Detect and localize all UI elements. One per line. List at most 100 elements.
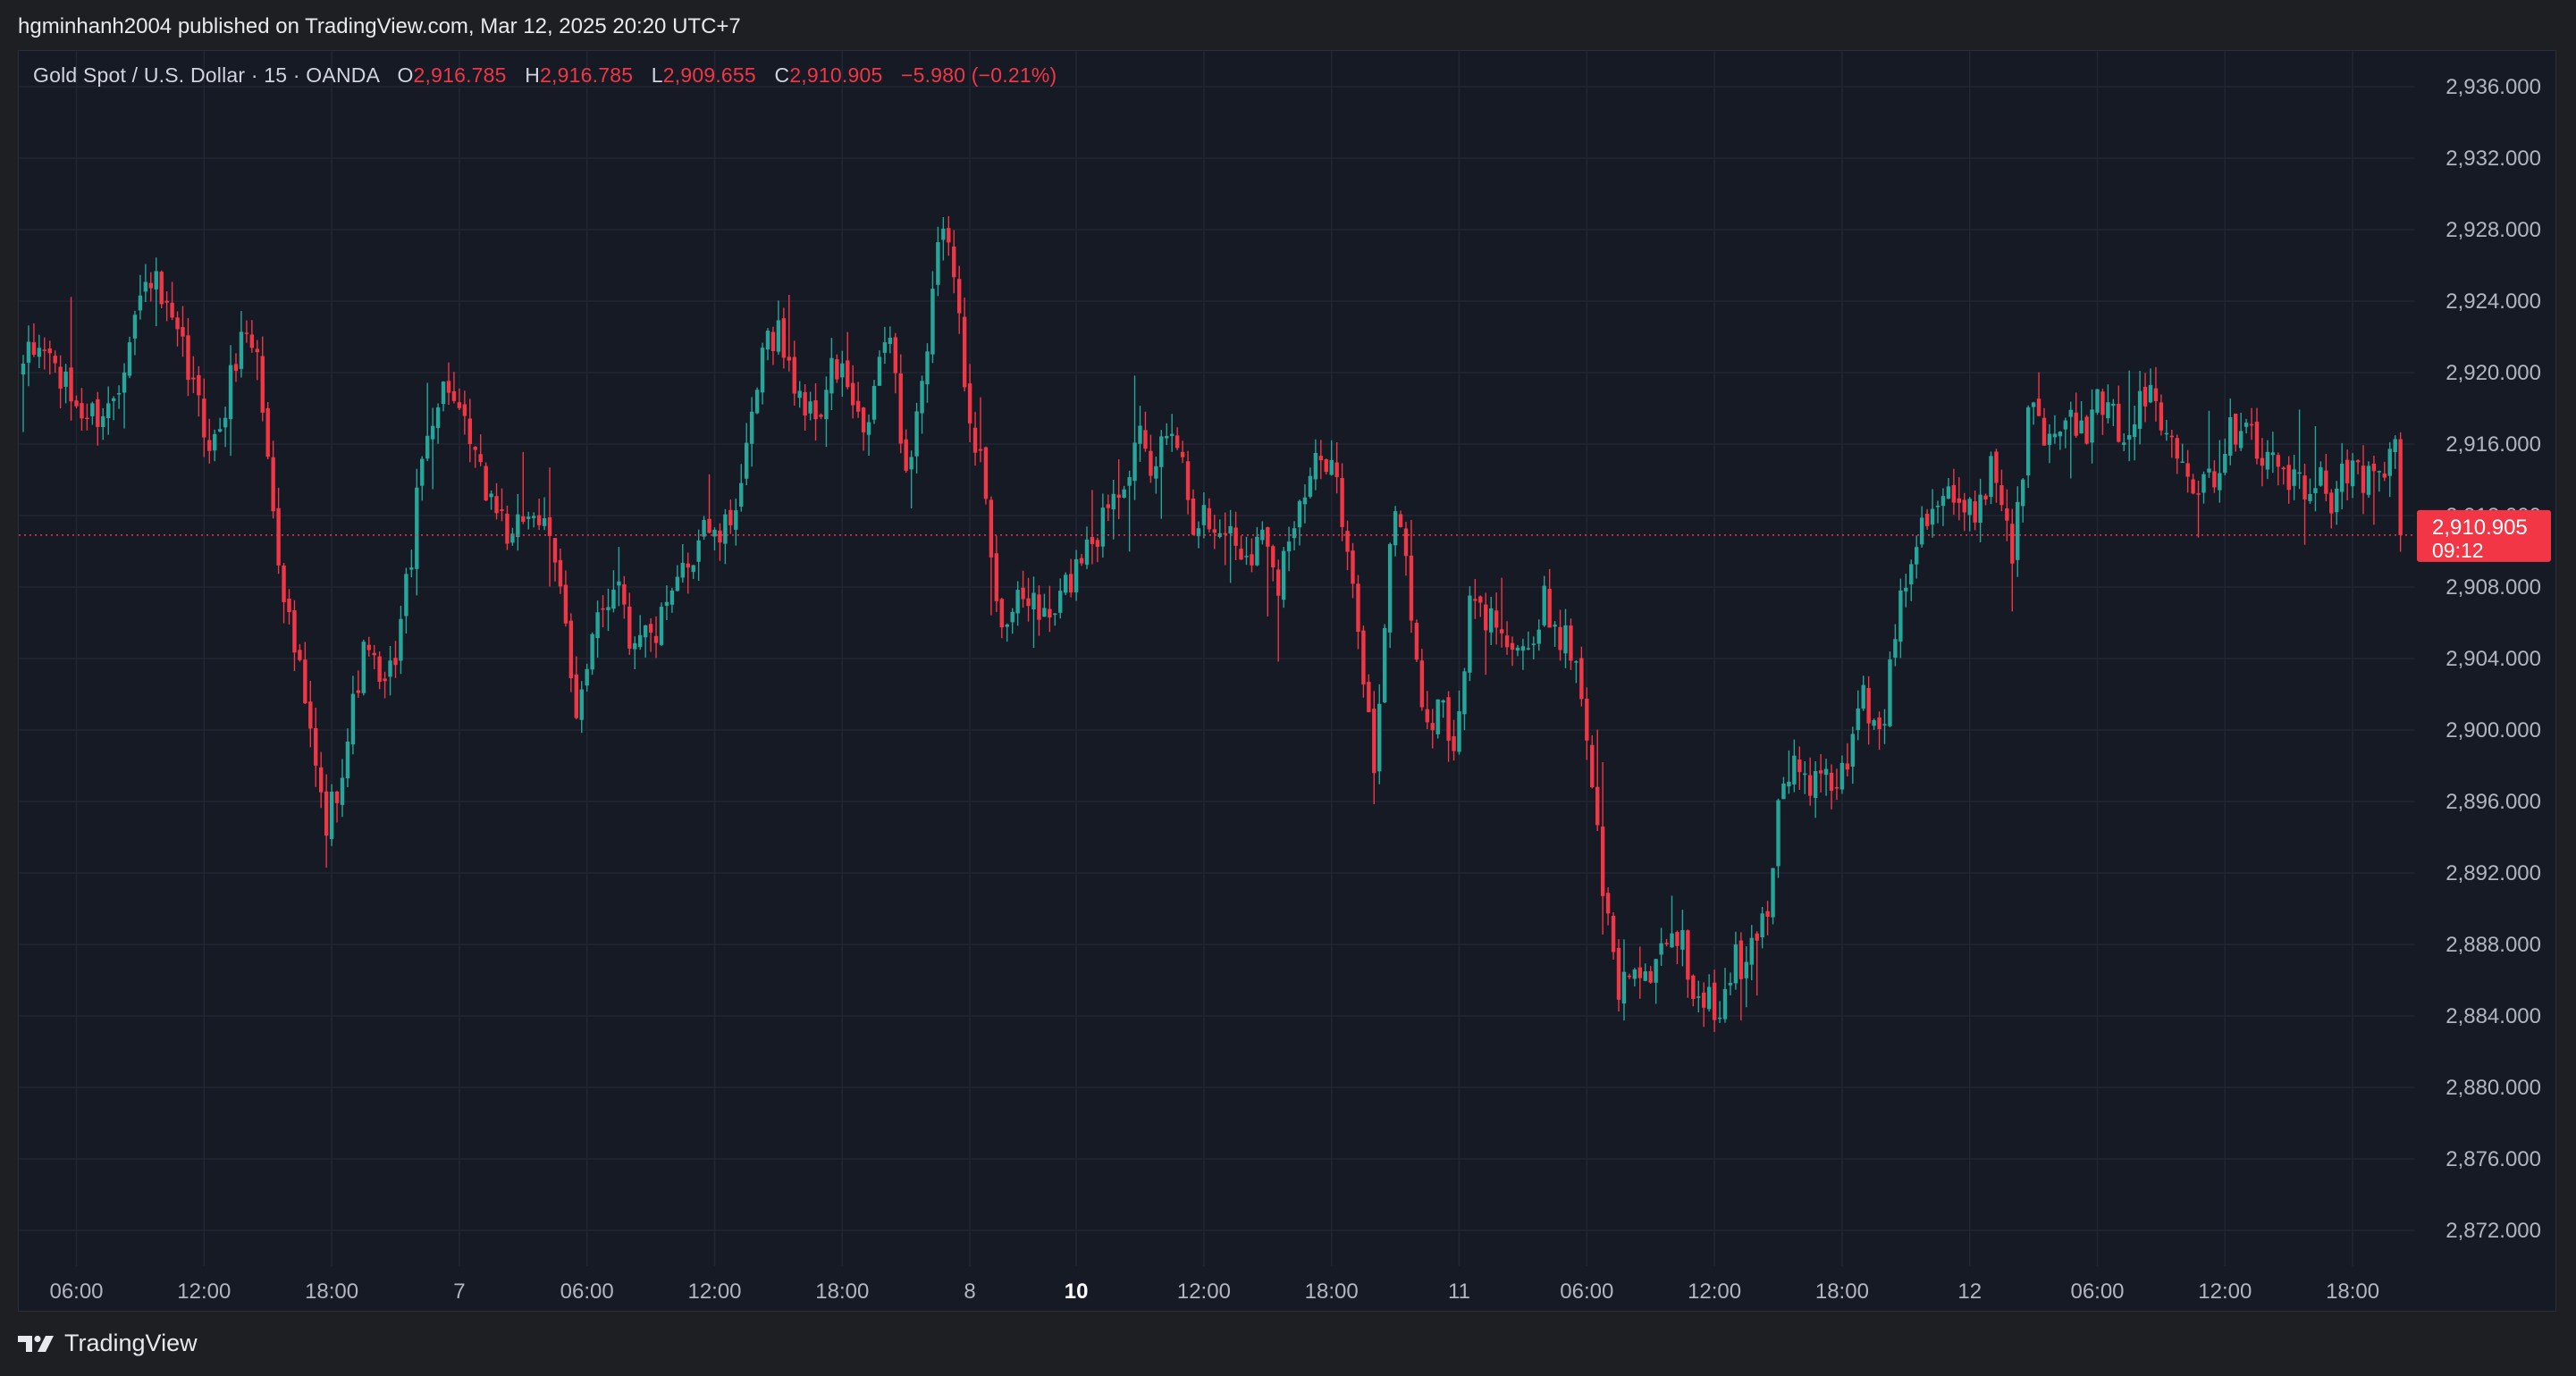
candle [643,625,648,658]
candle [1005,623,1009,642]
candle [957,265,962,334]
candle [2249,407,2254,440]
candle [106,386,111,435]
candle [159,270,164,308]
candle [1377,684,1382,784]
candle [233,353,239,382]
candle [271,440,275,519]
candle [1781,776,1786,800]
candle [653,616,659,659]
candle [1563,608,1568,668]
candle [920,375,924,434]
chart-pane[interactable]: 2,872.000 2,876.000 2,880.000 2,884.000 2,88… [18,50,2556,1312]
candle [1372,691,1376,805]
candle [420,456,425,501]
candle [1393,506,1398,557]
candle [1403,522,1409,576]
candle [1154,457,1158,494]
candle [1829,764,1834,810]
candle [1967,497,1972,532]
candle [2238,412,2243,451]
candle [659,602,664,646]
candlestick-chart[interactable]: 2,872.000 2,876.000 2,880.000 2,884.000 2,88… [19,51,2556,1312]
candle [1691,974,1696,1007]
publish-bar: hgminhanh2004 published on TradingView.c… [0,0,2576,50]
time-tick-label: 18:00 [305,1280,358,1304]
candle [1728,972,1733,995]
candle [2153,366,2159,422]
candle [1675,930,1679,965]
candle [37,334,42,368]
candle [1605,887,1611,926]
candle [1345,520,1350,571]
candle [96,391,100,446]
time-tick-label: 18:00 [2326,1280,2379,1304]
candle [1946,477,1951,499]
time-tick-label: 06:00 [49,1280,103,1304]
candle [1430,709,1435,749]
candle [1600,762,1605,935]
candle [1318,440,1323,480]
candle [372,644,376,670]
candle [2329,489,2334,529]
candle [292,600,297,672]
candle [170,281,174,321]
candle [1504,621,1510,655]
candle [1632,968,1637,987]
candle [1882,709,1887,744]
candle [1138,406,1142,462]
candle [2010,508,2015,612]
candle [521,451,526,524]
candle [1919,506,1924,548]
candle [2132,406,2137,461]
candle [2111,399,2116,426]
candle [861,407,866,451]
candle [478,434,483,466]
symbol-name[interactable]: Gold Spot / U.S. Dollar · 15 · OANDA [33,63,379,87]
candle [1978,478,1983,543]
candle [1191,489,1196,536]
candle [1712,969,1717,1032]
candle [601,595,605,628]
last-price-value: 2,910.905 [2432,516,2528,540]
candle [2201,471,2206,504]
candle [446,362,451,406]
candle [2324,453,2328,502]
candle [2377,470,2382,492]
time-tick-label: 06:00 [2070,1280,2124,1304]
candle [1127,470,1132,552]
candle [1250,538,1254,573]
time-tick-label: 12:00 [177,1280,231,1304]
candle [1068,558,1073,598]
candle [1808,757,1813,806]
candle [111,396,116,421]
candle [516,493,520,551]
candle [393,641,398,678]
candle [1797,746,1802,791]
candle [1165,423,1169,446]
candle [1494,592,1499,645]
open-label: O [397,63,414,87]
candle [53,350,57,373]
candle [260,336,265,422]
candle [1611,912,1616,960]
candle [1994,449,1999,503]
candle [132,310,138,356]
candle [680,543,685,583]
candle [2212,460,2217,493]
candle [239,311,244,378]
candle [202,378,206,457]
candle [80,388,84,432]
candle [217,417,223,433]
candle [1510,636,1515,667]
candle [2016,486,2020,577]
candle [648,617,653,652]
tradingview-brand[interactable]: TradingView [18,1330,198,1357]
candle [282,563,286,624]
candle [1637,946,1642,999]
candle [1999,469,2004,512]
price-tick-label: 2,876.000 [2446,1147,2541,1171]
candle [797,381,802,408]
candle [930,271,935,364]
candle [728,499,733,534]
